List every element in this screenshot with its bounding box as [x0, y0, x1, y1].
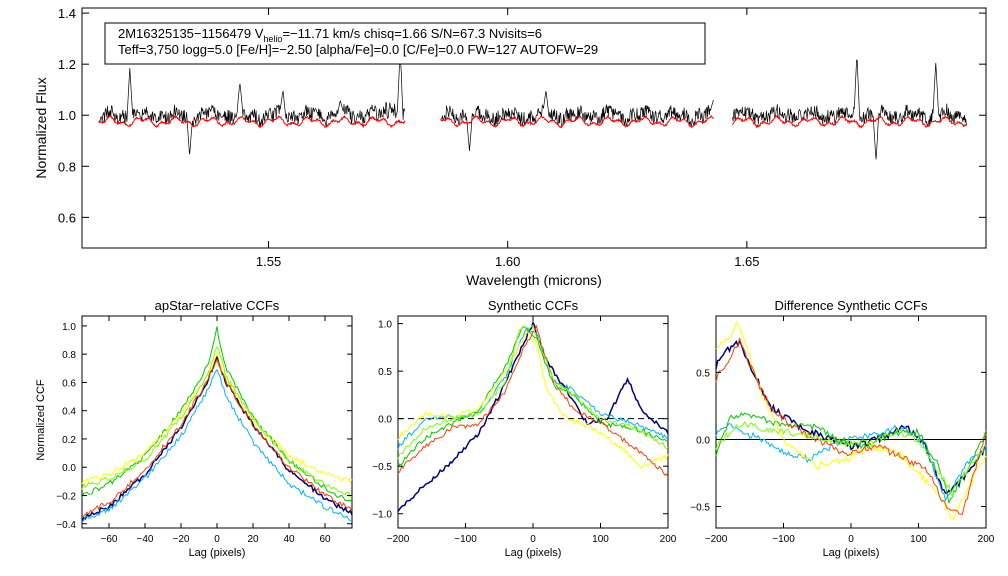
apstar-ccf-x-tick-label: 0 [214, 534, 220, 545]
spectrum-y-tick-label: 0.8 [58, 159, 76, 174]
info-line-1-suffix: =−11.71 km/s chisq=1.66 S/N=67.3 Nvisits… [282, 26, 542, 41]
info-line-1-prefix: 2M16325135−1156479 V [118, 26, 264, 41]
synthetic-ccf-x-tick-label: −200 [387, 534, 410, 545]
difference-ccf-axes-frame [715, 315, 987, 529]
spectrum-y-tick-label: 1.4 [58, 6, 76, 21]
difference-ccf-y-tick-label: 0.0 [696, 435, 710, 446]
spectrum-y-tick-label: 1.2 [58, 57, 76, 72]
spectrum-axes-frame [81, 7, 987, 249]
spectrum-y-tick-label: 1.0 [58, 108, 76, 123]
spectrum-x-tick-label: 1.55 [256, 254, 281, 269]
apstar-ccf-y-tick-label: −0.4 [56, 520, 76, 531]
apstar-ccf-x-tick-label: −40 [137, 534, 154, 545]
apstar-ccf-series-line [81, 351, 353, 485]
apstar-ccf-y-axis-label: Normalized CCF [35, 379, 47, 461]
spectrum-ticks: 1.55 1.60 1.65 0.6 0.8 1.0 1.2 1.4 [58, 6, 986, 269]
synthetic-ccf-series-line [397, 324, 669, 460]
apstar-ccf-y-tick-label: 1.0 [62, 322, 76, 333]
apstar-ccf-panel: −60 −40 −20 0 20 40 60 −0.4 −0.2 0.0 0.2 0.4 0.6 0.8 1… [35, 298, 353, 559]
spectrum-x-tick-label: 1.60 [495, 254, 520, 269]
apstar-ccf-plot-area [81, 326, 353, 523]
difference-ccf-x-tick-label: −100 [772, 534, 795, 545]
spectrum-x-tick-label: 1.65 [734, 254, 759, 269]
apstar-ccf-series-line [81, 358, 353, 519]
info-line-1: 2M16325135−1156479 Vhelio=−11.71 km/s ch… [118, 26, 542, 44]
apstar-ccf-y-tick-label: 0.0 [62, 463, 76, 474]
difference-ccf-x-tick-label: 100 [910, 534, 927, 545]
synthetic-ccf-x-tick-label: 100 [592, 534, 609, 545]
apstar-ccf-y-tick-label: 0.6 [62, 378, 76, 389]
spectrum-y-tick-label: 0.6 [58, 210, 76, 225]
info-box [104, 22, 706, 65]
synthetic-ccf-x-tick-label: 200 [660, 534, 677, 545]
synthetic-ccf-panel: −200 −100 0 100 200 −1.0 −0.5 0.0 0.5 1.0 Synthet… [372, 298, 677, 559]
apstar-ccf-series-line [81, 345, 353, 498]
difference-ccf-x-axis-label: Lag (pixels) [823, 547, 880, 559]
spectrum-x-axis-label: Wavelength (microns) [466, 272, 602, 288]
apstar-ccf-y-tick-label: −0.2 [56, 491, 76, 502]
synthetic-ccf-plot-area [397, 320, 669, 512]
apstar-ccf-ticks: −60 −40 −20 0 20 40 60 −0.4 −0.2 0.0 0.2 0.4 0.6 0.8 1… [56, 316, 352, 545]
model-spectrum-line [98, 114, 968, 129]
synthetic-ccf-series-line [397, 320, 669, 512]
synthetic-ccf-title: Synthetic CCFs [488, 298, 579, 313]
apstar-ccf-series-line [81, 326, 353, 502]
apstar-ccf-x-tick-label: 20 [247, 534, 259, 545]
apstar-ccf-x-tick-label: −60 [101, 534, 118, 545]
difference-ccf-series-line [715, 422, 987, 502]
apstar-ccf-series-line [81, 368, 353, 523]
synthetic-ccf-axes-frame [397, 315, 669, 529]
info-line-2: Teff=3,750 logg=5.0 [Fe/H]=−2.50 [alpha/… [118, 42, 598, 57]
synthetic-ccf-x-axis-label: Lag (pixels) [505, 547, 562, 559]
difference-ccf-x-tick-label: 200 [978, 534, 995, 545]
synthetic-ccf-series-line [397, 330, 669, 470]
difference-ccf-y-tick-label: −0.5 [690, 503, 710, 514]
spectrum-plot-area [98, 54, 968, 160]
synthetic-ccf-y-tick-label: 0.0 [378, 415, 392, 426]
apstar-ccf-x-tick-label: 40 [283, 534, 295, 545]
info-line-1-subscript: helio [263, 34, 282, 44]
difference-ccf-x-tick-label: −200 [705, 534, 728, 545]
apstar-ccf-y-tick-label: 0.2 [62, 435, 76, 446]
difference-ccf-series-line [715, 420, 987, 499]
difference-ccf-series-line [715, 320, 987, 521]
spectrum-panel: 1.55 1.60 1.65 0.6 0.8 1.0 1.2 1.4 2M16325135−1… [33, 6, 987, 288]
observed-spectrum-line [98, 54, 968, 160]
apstar-ccf-y-tick-label: 0.8 [62, 350, 76, 361]
difference-ccf-series-line [715, 337, 987, 515]
difference-ccf-ticks: −200 −100 0 100 200 −0.5 0.0 0.5 [690, 316, 995, 545]
synthetic-ccf-series-line [397, 324, 669, 478]
synthetic-ccf-y-tick-label: 0.5 [378, 367, 392, 378]
synthetic-ccf-y-tick-label: −0.5 [372, 462, 392, 473]
apstar-ccf-y-tick-label: 0.4 [62, 407, 76, 418]
difference-ccf-y-tick-label: 0.5 [696, 368, 710, 379]
synthetic-ccf-x-tick-label: −100 [454, 534, 477, 545]
apstar-ccf-x-axis-label: Lag (pixels) [189, 547, 246, 559]
spectrum-y-axis-label: Normalized Flux [33, 77, 49, 178]
synthetic-ccf-x-tick-label: 0 [530, 534, 536, 545]
apstar-ccf-series-line [81, 355, 353, 521]
difference-ccf-x-tick-label: 0 [848, 534, 854, 545]
synthetic-ccf-y-tick-label: 1.0 [378, 320, 392, 331]
synthetic-ccf-y-tick-label: −1.0 [372, 510, 392, 521]
difference-ccf-title: Difference Synthetic CCFs [775, 298, 928, 313]
apstar-ccf-title: apStar−relative CCFs [155, 298, 280, 313]
synthetic-ccf-series-line [397, 326, 669, 469]
apstar-ccf-x-tick-label: −20 [173, 534, 190, 545]
difference-ccf-panel: −200 −100 0 100 200 −0.5 0.0 0.5 Difference Syn… [690, 298, 995, 559]
difference-ccf-plot-area [715, 320, 987, 521]
synthetic-ccf-ticks: −200 −100 0 100 200 −1.0 −0.5 0.0 0.5 1.0 [372, 316, 677, 545]
apstar-ccf-x-tick-label: 60 [319, 534, 331, 545]
